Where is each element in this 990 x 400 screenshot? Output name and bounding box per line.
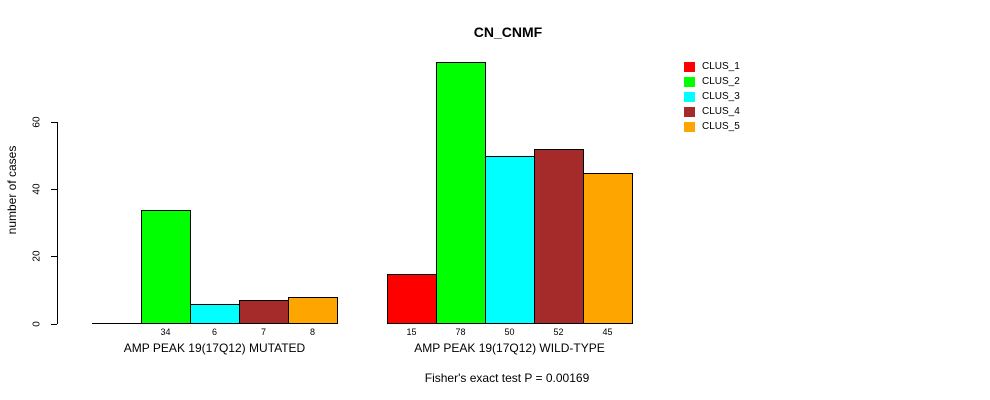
bar [239, 300, 289, 324]
y-tick [51, 189, 57, 190]
y-axis-line [57, 122, 58, 324]
bar-value-label: 6 [211, 327, 218, 337]
bar-value-label: 34 [160, 327, 171, 337]
y-tick [51, 122, 57, 123]
bar-value-label: 45 [602, 327, 613, 337]
y-tick-label: 60 [31, 116, 43, 128]
y-tick-label: 0 [31, 321, 43, 327]
bar [583, 173, 633, 324]
bar [436, 62, 486, 324]
x-category-label: AMP PEAK 19(17Q12) WILD-TYPE [414, 341, 605, 355]
bar [141, 210, 191, 324]
y-tick [51, 256, 57, 257]
y-tick-label: 20 [31, 250, 43, 262]
legend-label: CLUS_3 [702, 91, 740, 102]
chart-title: CN_CNMF [473, 24, 543, 40]
bar-value-label: 15 [406, 327, 417, 337]
bar-value-label: 8 [309, 327, 316, 337]
bar-value-label: 50 [504, 327, 515, 337]
bar [534, 149, 584, 324]
bar-value-label: 52 [553, 327, 564, 337]
bar [288, 297, 338, 324]
y-axis-label: number of cases [5, 145, 19, 235]
bar [485, 156, 535, 324]
legend-swatch [684, 92, 695, 102]
bar [387, 274, 437, 324]
bar [92, 323, 142, 324]
bar-value-label: 78 [455, 327, 466, 337]
legend-label: CLUS_2 [702, 76, 740, 87]
legend-swatch [684, 77, 695, 87]
fisher-test-note: Fisher's exact test P = 0.00169 [424, 371, 590, 385]
legend-label: CLUS_5 [702, 121, 740, 132]
legend-label: CLUS_4 [702, 106, 740, 117]
bar-value-label: 7 [260, 327, 267, 337]
bar [190, 304, 240, 324]
legend-label: CLUS_1 [702, 61, 740, 72]
legend-swatch [684, 107, 695, 117]
legend-swatch [684, 122, 695, 132]
x-category-label: AMP PEAK 19(17Q12) MUTATED [123, 341, 306, 355]
y-tick-label: 40 [31, 183, 43, 195]
y-tick [51, 324, 57, 325]
legend-swatch [684, 62, 695, 72]
